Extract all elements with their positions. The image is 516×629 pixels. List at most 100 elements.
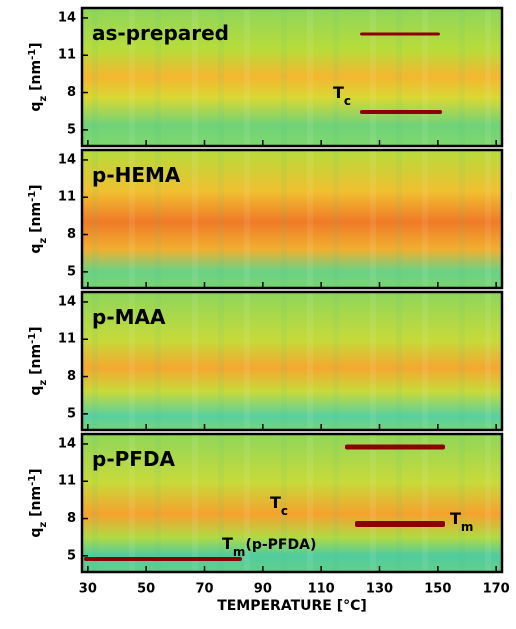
texture: [333, 292, 339, 430]
texture: [422, 292, 428, 430]
texture: [485, 150, 491, 288]
y-axis-label-part: [nm: [28, 202, 44, 238]
panel-label: as-prepared: [92, 21, 229, 45]
texture: [396, 434, 402, 572]
annotation-sub: m: [233, 545, 246, 559]
texture: [155, 292, 161, 430]
y-axis-label-part: q: [28, 386, 44, 396]
y-tick-label: 11: [58, 332, 76, 347]
texture: [192, 292, 198, 430]
heatmap: [82, 150, 502, 288]
streak: [355, 521, 445, 527]
y-tick-label: 8: [67, 511, 76, 526]
texture: [333, 434, 339, 572]
y-axis-label-part: [nm: [28, 60, 44, 96]
y-tick-label: 5: [67, 406, 76, 421]
annotation-rest: (p-PFDA): [245, 537, 316, 553]
y-axis-label-part: ]: [28, 468, 44, 474]
y-axis-label-part: z: [38, 522, 49, 528]
y-tick-label: 14: [58, 152, 76, 167]
x-tick-label: 30: [79, 582, 97, 597]
texture: [459, 434, 465, 572]
y-tick-label: 11: [58, 474, 76, 489]
texture: [396, 292, 402, 430]
annotation-text: T: [450, 509, 461, 528]
y-axis-label: qz [nm-1]: [27, 326, 49, 395]
streak: [360, 32, 440, 36]
heatmap: [82, 434, 502, 572]
heatmap: [82, 8, 502, 146]
y-tick-label: 11: [58, 190, 76, 205]
y-axis-label-part: q: [28, 244, 44, 254]
texture: [218, 292, 224, 430]
y-tick-label: 14: [58, 294, 76, 309]
streak: [345, 444, 445, 450]
annotation-text: T: [222, 534, 233, 553]
annotation-text: T: [333, 83, 344, 102]
texture: [485, 292, 491, 430]
texture: [333, 150, 339, 288]
panel-frame: [80, 290, 504, 432]
y-tick-label: 5: [67, 264, 76, 279]
x-tick-label: 110: [308, 582, 335, 597]
texture: [192, 150, 198, 288]
x-tick-label: 150: [424, 582, 451, 597]
y-axis-label: qz [nm-1]: [27, 42, 49, 111]
texture: [370, 434, 376, 572]
annotation-sub: m: [461, 520, 474, 534]
y-axis-label: qz [nm-1]: [27, 184, 49, 253]
texture: [281, 8, 287, 146]
annotation: Tm: [450, 509, 473, 534]
y-axis-label-part: q: [28, 528, 44, 538]
y-tick-label: 14: [58, 436, 76, 451]
texture: [218, 434, 224, 572]
texture: [422, 150, 428, 288]
texture: [459, 150, 465, 288]
texture: [244, 434, 250, 572]
texture: [396, 8, 402, 146]
panel-label: p-MAA: [92, 305, 166, 329]
texture: [129, 434, 135, 572]
panel-label: p-HEMA: [92, 163, 181, 187]
texture: [396, 150, 402, 288]
texture: [129, 292, 135, 430]
texture: [307, 8, 313, 146]
texture: [92, 434, 98, 572]
panel-frame: [80, 432, 504, 574]
y-axis-label-part: -1: [27, 191, 38, 202]
texture: [333, 8, 339, 146]
y-axis-label-part: q: [28, 102, 44, 112]
texture: [281, 434, 287, 572]
texture: [370, 292, 376, 430]
texture: [422, 434, 428, 572]
y-tick-label: 5: [67, 548, 76, 563]
x-tick-label: 170: [483, 582, 510, 597]
annotation-text: T: [270, 493, 281, 512]
y-axis-label-part: ]: [28, 184, 44, 190]
y-axis-label: qz [nm-1]: [27, 468, 49, 537]
annotation: Tm(p-PFDA): [222, 534, 316, 559]
y-tick-label: 5: [67, 122, 76, 137]
annotation-sub: c: [281, 504, 288, 518]
x-tick-label: 130: [366, 582, 393, 597]
y-axis-label-part: z: [38, 380, 49, 386]
texture: [192, 8, 198, 146]
x-tick-label: 70: [195, 582, 213, 597]
texture: [370, 150, 376, 288]
y-axis-label-part: -1: [27, 49, 38, 60]
texture: [244, 150, 250, 288]
x-axis-label: TEMPERATURE [°C]: [217, 598, 367, 614]
y-tick-label: 11: [58, 48, 76, 63]
streak: [84, 557, 242, 561]
panel-frame: [80, 148, 504, 290]
texture: [192, 434, 198, 572]
y-axis-label-part: z: [38, 238, 49, 244]
texture: [307, 150, 313, 288]
panel-frame: [80, 6, 504, 148]
heatmap: [82, 292, 502, 430]
y-axis-label-part: ]: [28, 326, 44, 332]
texture: [244, 292, 250, 430]
texture: [422, 8, 428, 146]
texture: [155, 150, 161, 288]
y-tick-label: 8: [67, 369, 76, 384]
